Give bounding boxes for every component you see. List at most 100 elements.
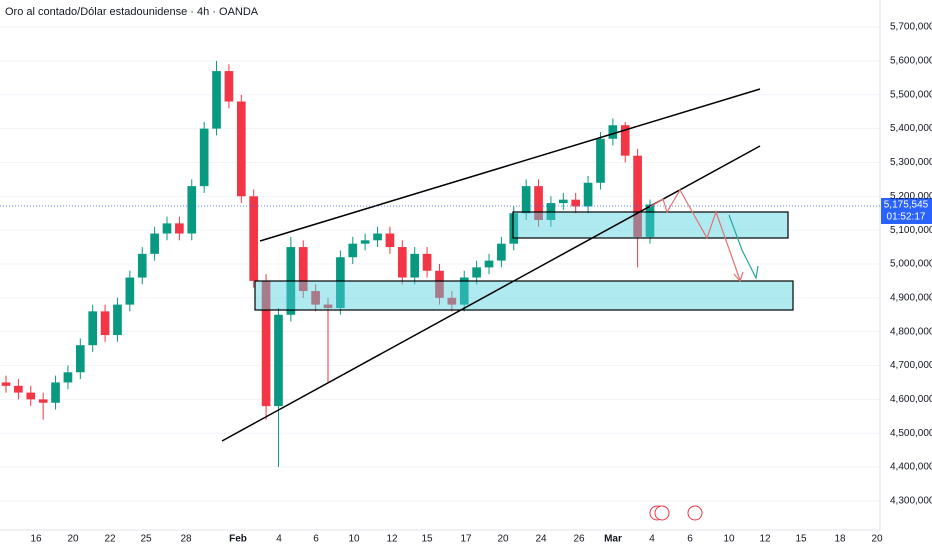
candle-body — [137, 253, 147, 278]
projection-path — [649, 188, 741, 281]
candle-body — [435, 270, 444, 298]
candle-body — [459, 277, 469, 305]
x-tick-label: 25 — [140, 534, 152, 545]
candle-body — [422, 253, 432, 271]
x-tick-label: 16 — [30, 534, 42, 545]
x-tick-label: 24 — [535, 534, 547, 545]
candle-body — [397, 247, 407, 278]
axes: 4,300,000 4,400,000 4,500,000 4,600,000 4,70… — [30, 22, 932, 545]
x-tick-label: 28 — [180, 534, 192, 545]
y-tick-label: 5,100,000 — [890, 225, 932, 236]
lower-trendline — [221, 145, 761, 442]
candle-body — [261, 280, 271, 407]
candle-body — [88, 311, 98, 346]
y-tick-label: 5,400,000 — [890, 123, 932, 134]
x-tick-label: Mar — [604, 534, 622, 545]
x-tick-label: 10 — [348, 534, 360, 545]
candle-body — [348, 243, 358, 258]
candle-body — [447, 297, 457, 305]
x-tick-label: 20 — [871, 534, 883, 545]
candle-body — [633, 155, 642, 237]
candle-body — [236, 101, 246, 197]
y-tick-label: 4,600,000 — [890, 394, 932, 405]
candle-body — [509, 213, 519, 244]
candle-body — [38, 399, 48, 403]
candle-body — [373, 233, 382, 241]
y-tick-label: 4,900,000 — [890, 292, 932, 303]
x-tick-label: 6 — [687, 534, 693, 545]
x-tick-label: 26 — [573, 534, 585, 545]
x-tick-label: 22 — [104, 534, 116, 545]
y-tick-label: 5,300,000 — [890, 157, 932, 168]
event-icon[interactable] — [654, 505, 670, 521]
candle-body — [199, 128, 209, 187]
candle-body — [212, 71, 221, 129]
candle-body — [113, 304, 122, 336]
x-tick-label: 20 — [497, 534, 509, 545]
y-tick-label: 5,000,000 — [890, 259, 932, 270]
candle-body — [224, 71, 234, 102]
x-tick-label: 18 — [834, 534, 846, 545]
candle-body — [26, 392, 36, 400]
upper-trendline — [259, 88, 761, 242]
y-tick-label: 5,600,000 — [890, 56, 932, 67]
projection-arrowhead — [733, 271, 744, 283]
candle-body — [100, 311, 110, 336]
candle-body — [521, 186, 531, 214]
candle-body — [1, 382, 11, 386]
candle-body — [608, 125, 618, 139]
x-tick-label: 17 — [460, 534, 472, 545]
x-tick-label: 20 — [67, 534, 79, 545]
candle-body — [620, 125, 630, 156]
chart-title: Oro al contado/Dólar estadounidense · 4h… — [5, 6, 259, 18]
countdown: 01:52:17 — [887, 212, 926, 223]
candle-body — [298, 247, 308, 292]
candle-body — [323, 304, 333, 308]
x-tick-label: 10 — [723, 534, 735, 545]
projection-path-alt — [728, 214, 759, 280]
candle-body — [336, 257, 345, 308]
candles — [1, 60, 655, 468]
candle-body — [75, 345, 85, 373]
y-tick-label: 4,500,000 — [890, 428, 932, 439]
support-zone — [254, 280, 794, 311]
grid — [0, 26, 880, 502]
candle-body — [558, 199, 568, 204]
x-tick-label: 4 — [276, 534, 282, 545]
x-tick-label: Feb — [229, 534, 247, 545]
candle-body — [51, 382, 60, 403]
event-icon[interactable] — [687, 505, 703, 521]
y-tick-label: 4,800,000 — [890, 326, 932, 337]
candle-body — [534, 186, 543, 220]
y-tick-label: 5,700,000 — [890, 22, 932, 33]
x-tick-label: 15 — [421, 534, 433, 545]
y-tick-label: 5,200,000 — [890, 191, 932, 202]
x-tick-label: 6 — [313, 534, 319, 545]
candle-body — [175, 223, 184, 234]
x-tick-label: 12 — [386, 534, 398, 545]
last-price-tag — [881, 198, 932, 224]
candle-body — [125, 277, 135, 305]
candle-body — [484, 260, 494, 268]
candle-body — [571, 199, 581, 207]
y-tick-label: 5,500,000 — [890, 89, 932, 100]
candle-body — [187, 186, 197, 234]
y-tick-label: 4,400,000 — [890, 462, 932, 473]
candle-body — [645, 204, 655, 237]
candle-body — [472, 267, 481, 278]
candle-body — [249, 196, 259, 281]
candle-body — [497, 243, 506, 261]
candle-body — [360, 240, 370, 244]
candle-body — [583, 182, 593, 207]
candle-body — [596, 138, 605, 183]
y-tick-label: 4,700,000 — [890, 360, 932, 371]
candle-body — [162, 223, 172, 234]
candle-body — [410, 253, 420, 278]
candle-body — [150, 233, 159, 254]
candle-body — [63, 372, 73, 383]
x-tick-label: 15 — [795, 534, 807, 545]
candle-body — [274, 314, 283, 407]
x-tick-label: 4 — [649, 534, 655, 545]
